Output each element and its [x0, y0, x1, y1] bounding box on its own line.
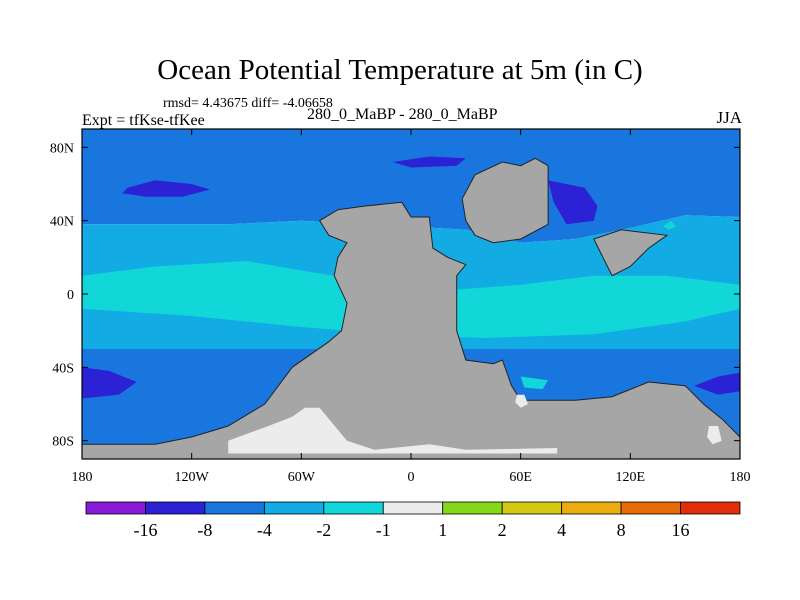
region-eastern-ice-patch: [515, 394, 528, 408]
y-tick-label-3: 40S: [52, 361, 74, 376]
colorbar-label-2: -4: [257, 520, 272, 540]
map-layers: [82, 129, 740, 459]
colorbar-swatch-10: [680, 501, 741, 515]
y-tick-label-2: 0: [67, 288, 74, 303]
colorbar-swatch-3: [263, 501, 325, 515]
chart-title: Ocean Potential Temperature at 5m (in C): [157, 54, 643, 86]
region-arctic-cold-patch: [392, 156, 466, 168]
x-tick-label-2: 60W: [288, 470, 316, 485]
region-antarctic-ice-shelf: [228, 407, 558, 454]
plot-area: [82, 129, 740, 459]
colorbar: -16 -8 -4 -2 -1 1 2 4 8 16: [85, 501, 741, 540]
axes: 180 120W 60W 0 60E 120E 180 80N 40N 0 40S 80S: [50, 128, 751, 485]
colorbar-swatch-6: [442, 501, 503, 515]
center-subtitle: 280_0_MaBP - 280_0_MaBP: [307, 106, 498, 123]
region-far-east-ice-patch: [707, 426, 722, 445]
colorbar-swatch-0: [85, 501, 146, 515]
colorbar-label-0: -16: [133, 520, 157, 540]
region-small-cyan-feature-2: [520, 376, 549, 390]
colorbar-label-9: 16: [672, 520, 690, 540]
colorbar-label-6: 2: [498, 520, 507, 540]
x-tick-label-4: 60E: [509, 470, 532, 485]
colorbar-swatch-9: [620, 501, 681, 515]
colorbar-swatch-2: [204, 501, 265, 515]
x-tick-label-6: 180: [730, 470, 751, 485]
colorbar-label-8: 8: [617, 520, 626, 540]
region-ne-cold-patch: [548, 180, 598, 225]
colorbar-label-3: -2: [316, 520, 331, 540]
region-small-cyan-feature-1: [663, 220, 676, 230]
region-northern-continent: [461, 157, 549, 244]
region-sw-cold-patch: [82, 367, 137, 399]
y-tick-label-4: 80S: [52, 435, 74, 450]
region-eastern-landmass: [593, 229, 669, 277]
x-tick-label-0: 180: [72, 470, 93, 485]
left-subtitle: Expt = tfKse-tfKee: [82, 112, 205, 129]
region-north-pacific-cold-patch: [122, 180, 210, 197]
region-se-cold-patch: [694, 372, 740, 395]
x-tick-label-5: 120E: [616, 470, 646, 485]
y-tick-label-0: 80N: [50, 141, 74, 156]
y-tick-label-1: 40N: [50, 215, 74, 230]
colorbar-swatch-1: [145, 501, 206, 515]
x-tick-label-1: 120W: [175, 470, 210, 485]
season-label: JJA: [716, 108, 742, 127]
colorbar-label-4: -1: [376, 520, 391, 540]
colorbar-swatch-7: [501, 501, 563, 515]
region-western-continent: [82, 201, 740, 459]
stats-text: rmsd= 4.43675 diff= -4.06658: [163, 96, 333, 111]
colorbar-swatch-8: [561, 501, 622, 515]
x-tick-label-3: 0: [408, 470, 415, 485]
colorbar-label-5: 1: [438, 520, 447, 540]
colorbar-label-1: -8: [197, 520, 212, 540]
colorbar-swatch-4: [323, 501, 384, 515]
colorbar-swatch-5: [382, 501, 444, 515]
colorbar-label-7: 4: [557, 520, 566, 540]
